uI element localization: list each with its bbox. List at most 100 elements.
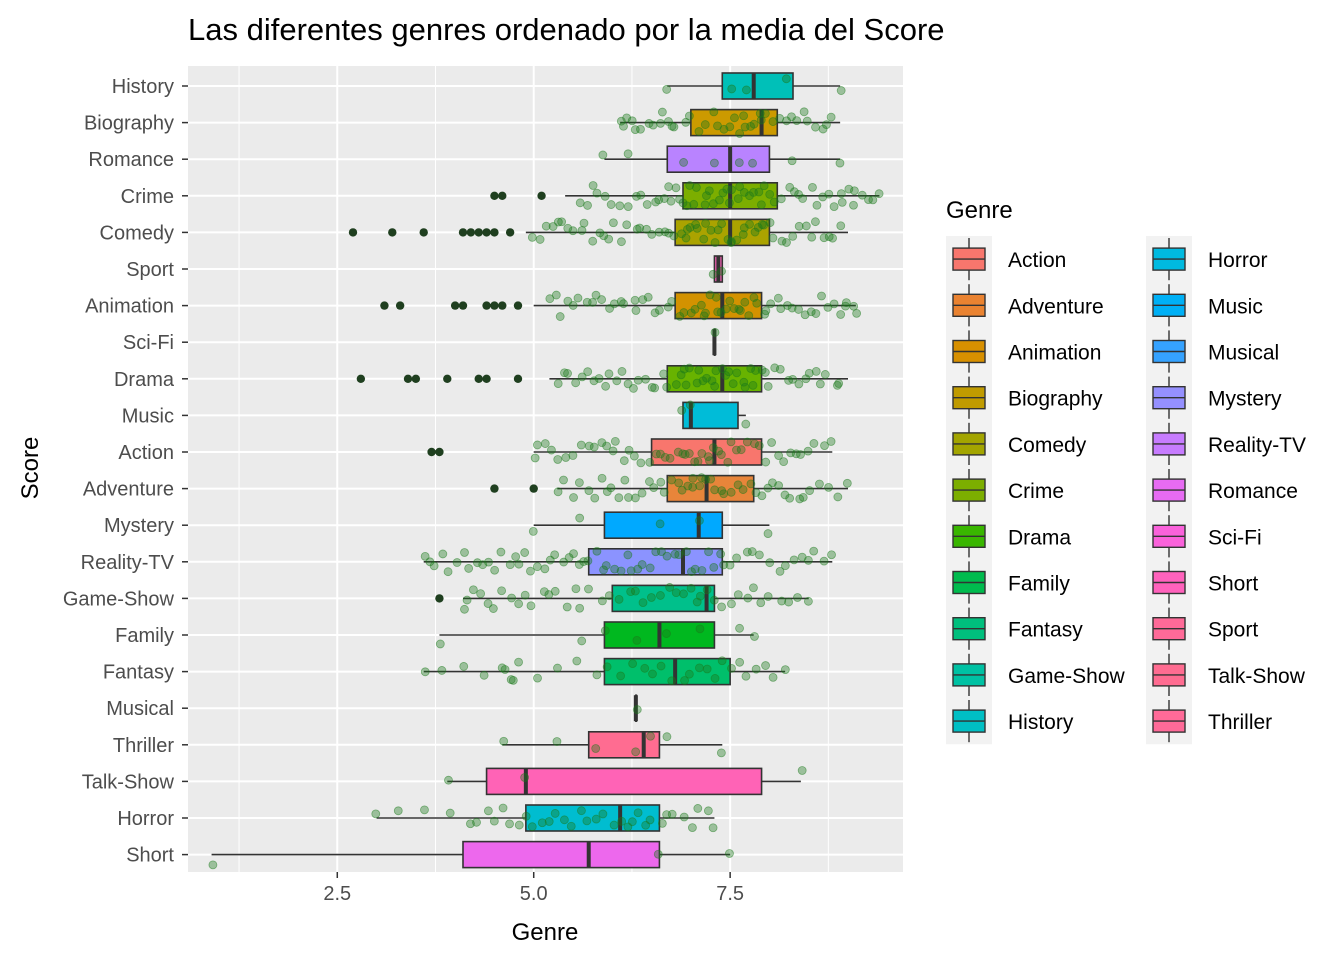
legend-label: Reality-TV bbox=[1208, 434, 1306, 457]
data-point bbox=[695, 481, 705, 491]
data-point bbox=[393, 806, 403, 816]
data-point bbox=[740, 382, 750, 392]
data-point bbox=[809, 439, 819, 448]
data-point bbox=[626, 587, 636, 597]
data-point bbox=[521, 811, 531, 821]
y-tick-label: Horror bbox=[117, 808, 174, 830]
data-point bbox=[820, 370, 830, 379]
legend-label: Romance bbox=[1208, 480, 1298, 503]
outlier-point bbox=[356, 374, 366, 383]
data-point bbox=[608, 446, 618, 456]
legend-label: Action bbox=[1008, 249, 1066, 272]
data-point bbox=[835, 158, 845, 168]
data-point bbox=[780, 490, 790, 500]
data-point bbox=[727, 185, 736, 195]
outlier-point bbox=[474, 374, 483, 383]
x-tick-label: 7.5 bbox=[716, 883, 744, 905]
data-point bbox=[553, 663, 562, 673]
data-point bbox=[857, 190, 867, 200]
data-point bbox=[583, 367, 593, 377]
data-point bbox=[815, 479, 824, 489]
y-tick-label: Romance bbox=[88, 149, 174, 171]
data-point bbox=[656, 661, 666, 671]
data-point bbox=[638, 598, 648, 607]
data-point bbox=[640, 663, 650, 673]
data-point bbox=[812, 200, 822, 210]
data-point bbox=[695, 591, 705, 601]
plot-panel bbox=[188, 66, 903, 872]
data-point bbox=[659, 369, 669, 379]
data-point bbox=[811, 309, 821, 318]
data-point bbox=[610, 564, 620, 574]
data-point bbox=[623, 202, 633, 211]
data-point bbox=[807, 232, 817, 242]
y-axis-title: Score bbox=[17, 437, 44, 500]
data-point bbox=[616, 671, 626, 681]
data-point bbox=[662, 85, 672, 94]
data-point bbox=[787, 156, 797, 166]
data-point bbox=[606, 200, 616, 209]
data-point bbox=[833, 492, 843, 502]
data-point bbox=[725, 296, 735, 306]
data-point bbox=[768, 672, 778, 682]
y-tick-label: Adventure bbox=[83, 479, 174, 501]
data-point bbox=[684, 449, 694, 458]
data-point bbox=[445, 808, 455, 818]
outlier-point bbox=[482, 228, 491, 237]
outlier-point bbox=[529, 484, 538, 493]
data-point bbox=[806, 307, 816, 317]
data-point bbox=[497, 586, 507, 596]
data-point bbox=[460, 604, 469, 614]
data-point bbox=[674, 478, 684, 488]
data-point bbox=[526, 566, 535, 576]
data-point bbox=[559, 475, 568, 485]
data-point bbox=[761, 661, 770, 670]
data-point bbox=[647, 593, 656, 602]
data-point bbox=[754, 187, 764, 197]
data-point bbox=[741, 419, 751, 429]
outlier-point bbox=[388, 228, 397, 237]
data-point bbox=[735, 182, 745, 192]
data-point bbox=[689, 199, 699, 209]
data-point bbox=[601, 381, 611, 391]
data-point bbox=[726, 238, 736, 247]
data-point bbox=[597, 473, 607, 483]
data-point bbox=[609, 820, 619, 830]
data-point bbox=[429, 561, 439, 571]
data-point bbox=[739, 187, 749, 197]
data-point bbox=[693, 804, 703, 813]
data-point bbox=[716, 549, 726, 559]
data-point bbox=[592, 670, 602, 680]
data-point bbox=[804, 368, 814, 378]
data-point bbox=[617, 237, 626, 247]
data-point bbox=[765, 189, 775, 199]
data-point bbox=[532, 562, 542, 572]
data-point bbox=[679, 158, 688, 167]
outlier-point bbox=[443, 374, 452, 383]
data-point bbox=[657, 547, 666, 556]
data-point bbox=[473, 558, 482, 568]
data-point bbox=[774, 481, 783, 490]
data-point bbox=[629, 451, 639, 461]
data-point bbox=[488, 604, 498, 613]
box-thriller bbox=[587, 730, 661, 759]
data-point bbox=[533, 440, 542, 450]
data-point bbox=[799, 107, 809, 117]
data-point bbox=[776, 194, 786, 204]
data-point bbox=[656, 591, 665, 600]
data-point bbox=[739, 111, 749, 121]
data-point bbox=[520, 548, 530, 557]
data-point bbox=[641, 374, 650, 384]
data-point bbox=[709, 595, 719, 605]
legend-label: History bbox=[1008, 711, 1074, 734]
legend-label: Crime bbox=[1008, 480, 1064, 503]
data-point bbox=[716, 748, 726, 758]
data-point bbox=[622, 113, 632, 123]
data-point bbox=[650, 383, 660, 393]
data-point bbox=[671, 380, 681, 389]
box-history bbox=[721, 72, 794, 100]
data-point bbox=[745, 219, 754, 229]
data-point bbox=[756, 200, 766, 210]
data-point bbox=[775, 364, 785, 374]
